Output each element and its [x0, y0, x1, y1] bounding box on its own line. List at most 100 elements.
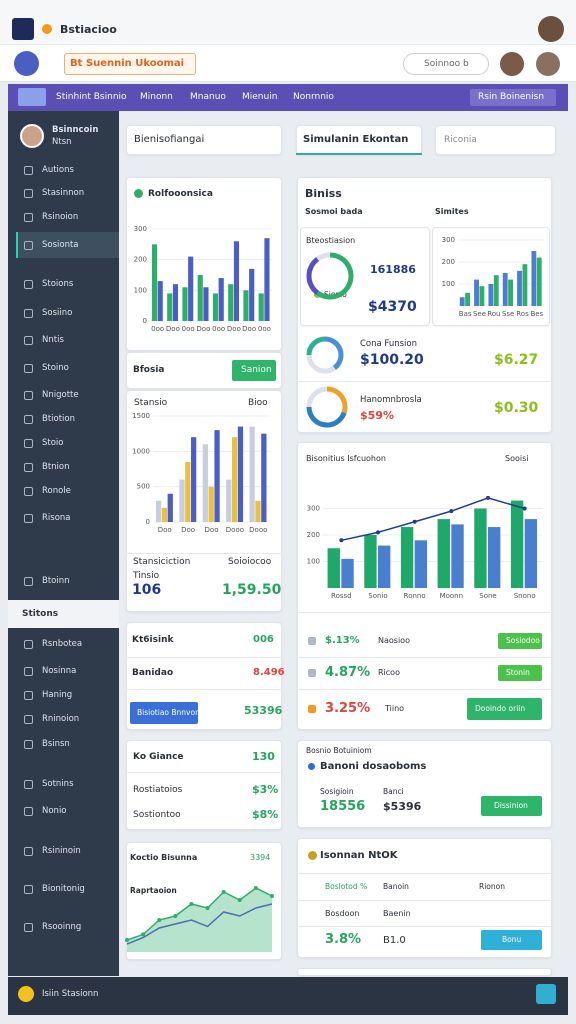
x-tick-label: 0oo [182, 325, 195, 333]
text: Simulanin Ekontan [303, 134, 409, 145]
sidebar-icon [24, 309, 33, 318]
bottom-icon[interactable] [18, 986, 34, 1002]
card [297, 968, 552, 976]
avatar[interactable] [500, 52, 524, 76]
text: Mienuin [242, 92, 278, 102]
text: Baenin [383, 909, 411, 918]
x-tick-label: Moonn [440, 592, 463, 600]
y-tick-label: 0 [143, 317, 147, 325]
bar [474, 279, 479, 306]
divider [126, 657, 282, 658]
text: Bstiacioo [60, 23, 117, 36]
x-tick-label: 0oo [258, 325, 271, 333]
text: $8% [252, 808, 279, 821]
point [412, 519, 417, 524]
nav-icon[interactable] [18, 88, 46, 106]
divider [297, 689, 552, 690]
x-tick-label: Dooo [249, 526, 267, 534]
bar [264, 238, 270, 321]
x-tick-label: Doo [158, 526, 172, 534]
avatar[interactable] [538, 16, 564, 42]
point [141, 932, 146, 937]
text: Rsininoin [42, 846, 81, 856]
text: Sostiontoo [133, 810, 181, 820]
button[interactable] [481, 930, 542, 950]
sidebar-icon [24, 241, 33, 250]
bar [488, 284, 494, 306]
bar [243, 290, 249, 321]
bar [208, 486, 214, 522]
bar [179, 479, 185, 522]
sidebar-icon [24, 280, 33, 289]
donut-segment [306, 354, 336, 374]
sidebar-icon [24, 667, 33, 676]
chart [125, 886, 274, 952]
card [300, 227, 430, 326]
sidebar-active [16, 232, 119, 258]
donut-segment [324, 336, 344, 370]
button[interactable] [467, 698, 542, 720]
text: Sosmoi bada [305, 207, 363, 216]
bar [502, 273, 508, 306]
text: Tinsio [133, 571, 160, 581]
search-pill[interactable] [403, 53, 489, 75]
user-avatar[interactable] [20, 124, 44, 148]
card [126, 842, 282, 960]
text: Rsnbotea [42, 639, 83, 649]
bar [214, 430, 220, 522]
text: Nnigotte [42, 390, 79, 400]
button[interactable] [481, 796, 542, 816]
sidebar-icon [24, 577, 33, 586]
button[interactable] [498, 633, 542, 649]
text: $5396 [383, 800, 422, 813]
sidebar-icon [24, 166, 33, 175]
point [125, 938, 129, 942]
button[interactable] [498, 665, 542, 681]
button[interactable] [232, 360, 276, 381]
text: Bsinsn [42, 739, 70, 749]
text: Nonio [42, 806, 67, 816]
text: Banoin [383, 882, 409, 891]
title-box [64, 53, 196, 75]
text: Rninoion [42, 714, 80, 724]
nav-button[interactable] [470, 89, 556, 106]
bar [378, 545, 391, 588]
divider [297, 900, 552, 901]
text: Isonnan NtOK [320, 850, 398, 861]
text: Risona [42, 513, 71, 523]
button[interactable] [130, 702, 198, 724]
text: 8.496 [253, 667, 285, 678]
sidebar-icon [24, 715, 33, 724]
sidebar-icon [24, 189, 33, 198]
text: 130 [252, 750, 275, 763]
bar [517, 270, 522, 306]
logo[interactable] [14, 51, 39, 76]
text: 18556 [320, 799, 366, 814]
bottom-action[interactable] [536, 984, 556, 1004]
text: 4.87% [325, 665, 371, 680]
card [296, 125, 422, 155]
y-tick-label: 1500 [132, 412, 150, 420]
divider [297, 381, 552, 382]
text: Stoions [42, 279, 74, 289]
text: 006 [253, 634, 274, 645]
text: $3% [252, 783, 279, 796]
card [435, 125, 556, 155]
bar [203, 287, 209, 321]
avatar[interactable] [536, 52, 560, 76]
text: Stansiciction [133, 557, 191, 567]
app-icon[interactable] [12, 18, 34, 40]
status-dot [42, 24, 52, 34]
line [126, 887, 273, 941]
text: Rionon [479, 882, 505, 891]
point [376, 530, 380, 535]
text: Sanion [241, 365, 272, 375]
bar [522, 264, 528, 306]
sidebar-icon [24, 391, 33, 400]
bar [231, 437, 238, 522]
text: 3394 [250, 853, 271, 862]
divider [297, 612, 552, 613]
text: Stansio [134, 398, 168, 408]
text: Bonu [502, 935, 522, 944]
x-tick-label: 0oo [151, 325, 164, 333]
